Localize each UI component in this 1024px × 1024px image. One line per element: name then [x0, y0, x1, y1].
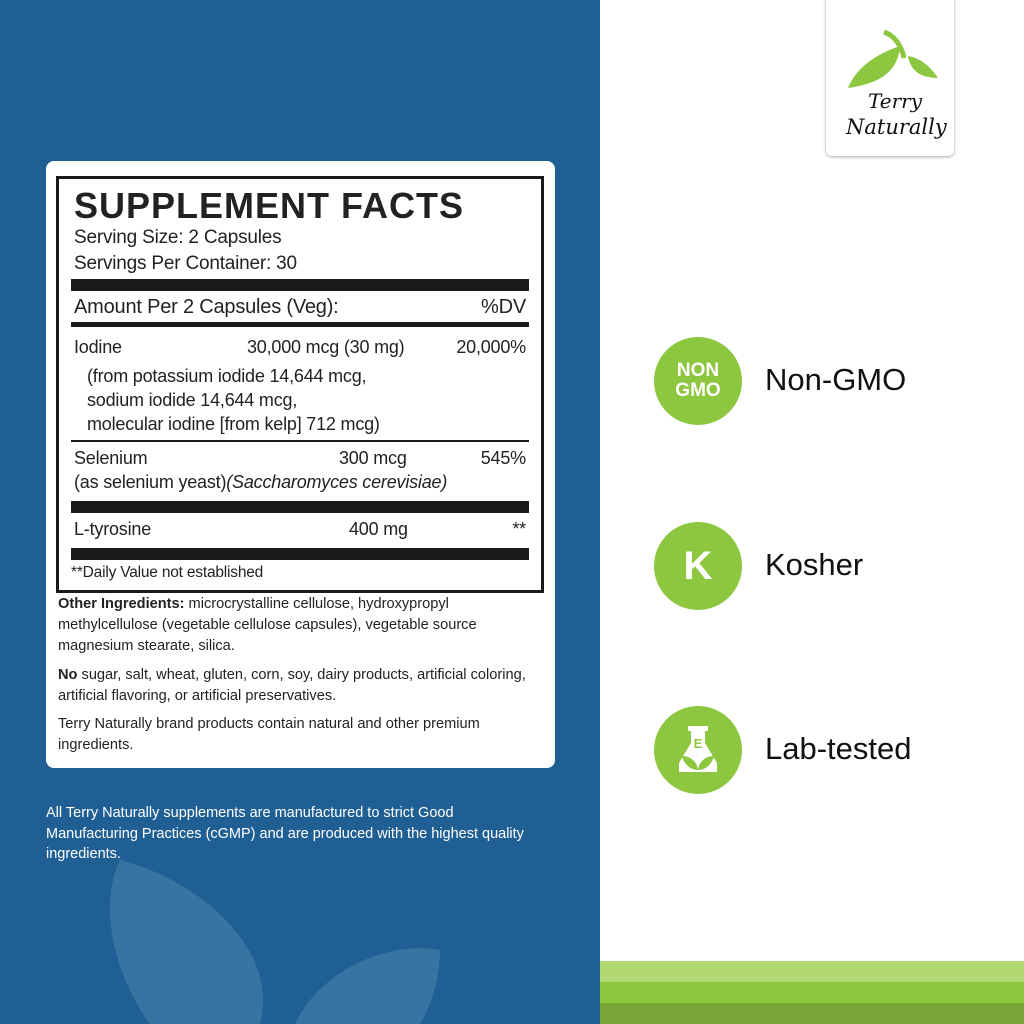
logo-text-terry: Terry	[868, 89, 923, 113]
allergen-statement: No sugar, salt, wheat, gluten, corn, soy…	[58, 667, 526, 704]
nutrient-dv: **	[512, 519, 526, 539]
nutrient-dv: 545%	[480, 448, 526, 468]
supplement-facts-table: SUPPLEMENT FACTS Serving Size: 2 Capsule…	[56, 176, 544, 593]
amount-header: Amount Per 2 Capsules (Veg):	[74, 296, 339, 318]
blue-panel: SUPPLEMENT FACTS Serving Size: 2 Capsule…	[0, 0, 600, 1024]
nutrient-detail: molecular iodine [from kelp] 712 mcg)	[87, 414, 380, 434]
facts-title: SUPPLEMENT FACTS	[74, 185, 465, 226]
nutrient-detail: (from potassium iodide 14,644 mcg,	[87, 366, 367, 386]
nutrient-amount: 400 mg	[349, 519, 408, 539]
divider	[71, 548, 529, 560]
lab-flask-icon: E	[654, 706, 742, 794]
stripe-mid	[600, 982, 1024, 1003]
non-gmo-icon: NON GMO	[654, 337, 742, 425]
nutrient-detail: (as selenium yeast)(Saccharomyces cerevi…	[74, 472, 448, 492]
stripe-dark	[600, 1003, 1024, 1024]
nutrient-name: Iodine	[74, 337, 122, 357]
dv-header: %DV	[481, 296, 526, 318]
nutrient-amount: 30,000 mcg (30 mg)	[247, 337, 405, 357]
stripe-light	[600, 961, 1024, 982]
divider	[71, 501, 529, 513]
terry-naturally-logo: Terry Naturally	[826, 0, 954, 156]
cgmp-statement: All Terry Naturally supplements are manu…	[46, 805, 524, 862]
serving-size: Serving Size: 2 Capsules	[74, 227, 282, 248]
servings-per-container: Servings Per Container: 30	[74, 253, 297, 274]
logo-text-naturally: Naturally	[845, 115, 948, 139]
kosher-icon: K	[654, 522, 742, 610]
nutrient-amount: 300 mcg	[339, 448, 407, 468]
supplement-facts-card: SUPPLEMENT FACTS Serving Size: 2 Capsule…	[46, 161, 555, 768]
nutrient-name: L-tyrosine	[74, 519, 152, 539]
footnote: **Daily Value not established	[71, 564, 264, 581]
other-ingredients: Other Ingredients: microcrystalline cell…	[58, 596, 477, 654]
nutrient-dv: 20,000%	[456, 337, 526, 357]
divider	[71, 440, 529, 442]
nutrient-detail: sodium iodide 14,644 mcg,	[87, 390, 298, 410]
leaf-watermark-icon	[110, 860, 440, 1024]
divider	[71, 279, 529, 291]
badge-label-kosher: Kosher	[765, 547, 864, 582]
leaf-logo-icon: Terry Naturally	[845, 29, 948, 139]
badge-label-lab-tested: Lab-tested	[765, 731, 912, 766]
brand-note: Terry Naturally brand products contain n…	[58, 716, 480, 753]
svg-text:E: E	[694, 736, 703, 751]
nutrient-name: Selenium	[74, 448, 148, 468]
divider	[71, 322, 529, 327]
badge-label-non-gmo: Non-GMO	[765, 362, 907, 397]
